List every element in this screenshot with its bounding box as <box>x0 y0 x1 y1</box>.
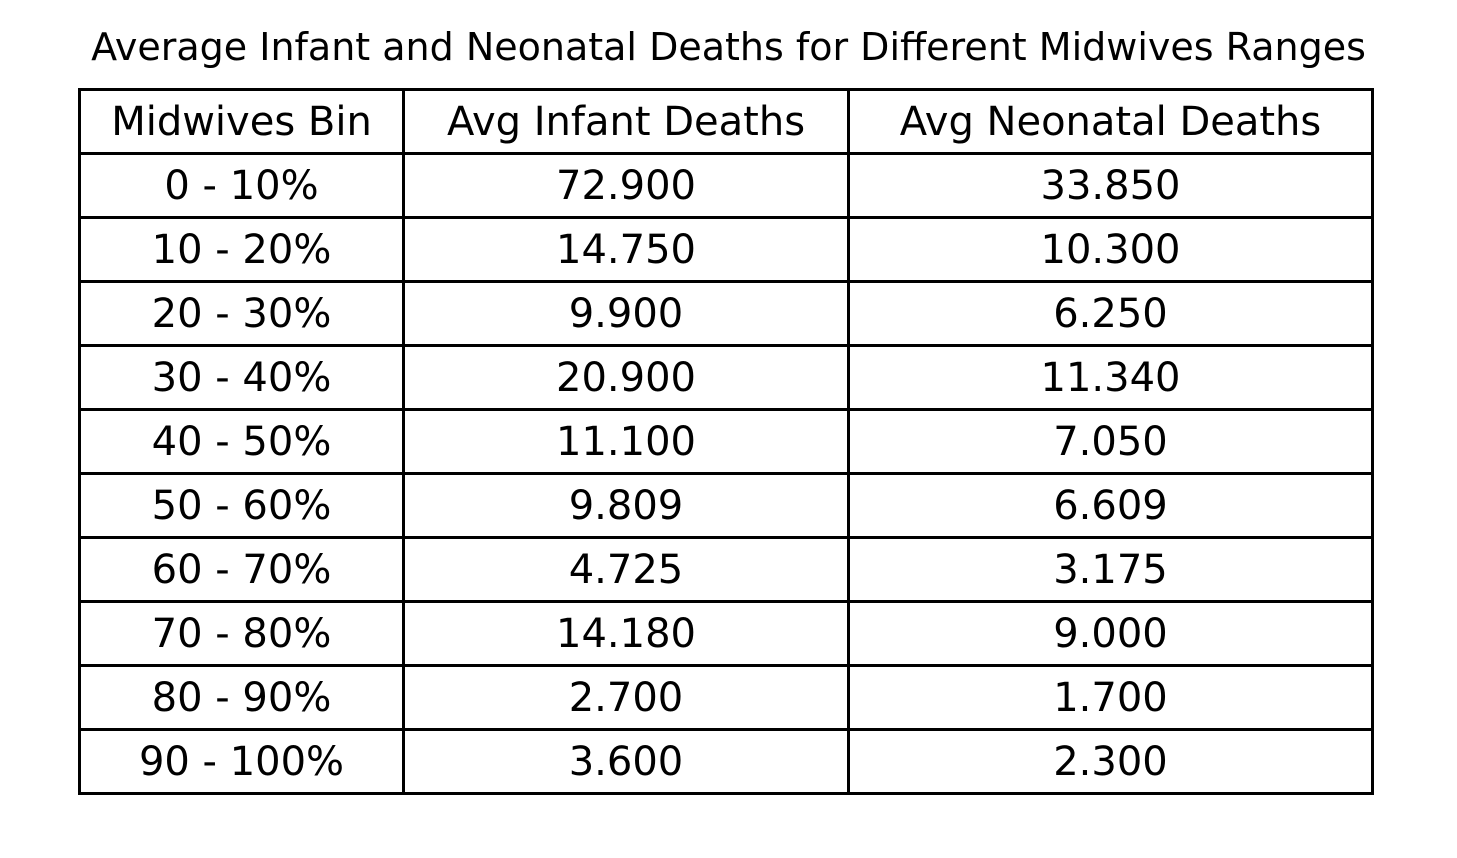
avg-neonatal-deaths-cell: 2.300 <box>847 728 1374 795</box>
avg-neonatal-deaths-cell: 6.250 <box>847 280 1374 347</box>
table-row: 30 - 40% 20.900 11.340 <box>78 344 1374 411</box>
table-row: 80 - 90% 2.700 1.700 <box>78 664 1374 731</box>
avg-neonatal-deaths-cell: 10.300 <box>847 216 1374 283</box>
table-row: 20 - 30% 9.900 6.250 <box>78 280 1374 347</box>
midwives-bin-cell: 10 - 20% <box>78 216 405 283</box>
avg-infant-deaths-cell: 3.600 <box>402 728 850 795</box>
avg-infant-deaths-cell: 72.900 <box>402 152 850 219</box>
column-header-midwives-bin: Midwives Bin <box>78 88 405 155</box>
avg-neonatal-deaths-cell: 6.609 <box>847 472 1374 539</box>
table-row: 60 - 70% 4.725 3.175 <box>78 536 1374 603</box>
column-header-avg-infant-deaths: Avg Infant Deaths <box>402 88 850 155</box>
avg-neonatal-deaths-cell: 7.050 <box>847 408 1374 475</box>
avg-neonatal-deaths-cell: 9.000 <box>847 600 1374 667</box>
table-row: 50 - 60% 9.809 6.609 <box>78 472 1374 539</box>
table-row: 40 - 50% 11.100 7.050 <box>78 408 1374 475</box>
midwives-bin-cell: 40 - 50% <box>78 408 405 475</box>
avg-neonatal-deaths-cell: 3.175 <box>847 536 1374 603</box>
avg-neonatal-deaths-cell: 11.340 <box>847 344 1374 411</box>
column-header-avg-neonatal-deaths: Avg Neonatal Deaths <box>847 88 1374 155</box>
midwives-bin-cell: 90 - 100% <box>78 728 405 795</box>
avg-infant-deaths-cell: 14.180 <box>402 600 850 667</box>
avg-neonatal-deaths-cell: 33.850 <box>847 152 1374 219</box>
avg-infant-deaths-cell: 2.700 <box>402 664 850 731</box>
midwives-bin-cell: 60 - 70% <box>78 536 405 603</box>
table-body: 0 - 10% 72.900 33.850 10 - 20% 14.750 10.300 2… <box>78 152 1374 795</box>
chart-title: Average Infant and Neonatal Deaths for D… <box>91 25 1366 69</box>
avg-infant-deaths-cell: 20.900 <box>402 344 850 411</box>
table-row: 70 - 80% 14.180 9.000 <box>78 600 1374 667</box>
avg-neonatal-deaths-cell: 1.700 <box>847 664 1374 731</box>
midwives-bin-cell: 70 - 80% <box>78 600 405 667</box>
table-row: 10 - 20% 14.750 10.300 <box>78 216 1374 283</box>
avg-infant-deaths-cell: 11.100 <box>402 408 850 475</box>
midwives-bin-cell: 30 - 40% <box>78 344 405 411</box>
avg-infant-deaths-cell: 9.900 <box>402 280 850 347</box>
data-table: Midwives Bin Avg Infant Deaths Avg Neona… <box>78 88 1374 795</box>
avg-infant-deaths-cell: 14.750 <box>402 216 850 283</box>
midwives-bin-cell: 50 - 60% <box>78 472 405 539</box>
table-row: 90 - 100% 3.600 2.300 <box>78 728 1374 795</box>
midwives-bin-cell: 20 - 30% <box>78 280 405 347</box>
table-row: 0 - 10% 72.900 33.850 <box>78 152 1374 219</box>
avg-infant-deaths-cell: 9.809 <box>402 472 850 539</box>
midwives-bin-cell: 80 - 90% <box>78 664 405 731</box>
avg-infant-deaths-cell: 4.725 <box>402 536 850 603</box>
header-row: Midwives Bin Avg Infant Deaths Avg Neona… <box>78 88 1374 155</box>
midwives-bin-cell: 0 - 10% <box>78 152 405 219</box>
